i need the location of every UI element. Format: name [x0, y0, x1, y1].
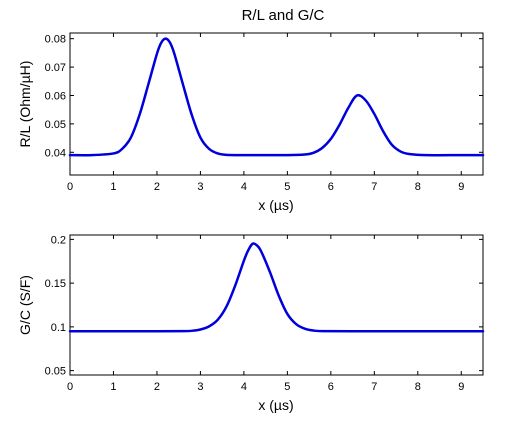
x-tick-label: 6 [328, 181, 334, 193]
x-tick-label: 0 [67, 381, 73, 393]
x-tick-label: 7 [371, 381, 377, 393]
series-line-rl [68, 37, 485, 157]
x-tick-label: 2 [154, 381, 160, 393]
x-tick-label: 7 [371, 181, 377, 193]
series-line-gc [68, 242, 485, 333]
y-tick-label: 0.15 [45, 278, 66, 290]
x-tick-label: 4 [241, 381, 247, 393]
y-tick-label: 0.05 [45, 366, 66, 378]
x-tick-label: 9 [458, 181, 464, 193]
x-tick-label: 8 [415, 181, 421, 193]
x-tick-label: 1 [110, 381, 116, 393]
x-tick-label: 3 [197, 181, 203, 193]
x-axis-label: x (µs) [258, 397, 293, 413]
plot-area-frame [69, 234, 484, 376]
x-tick-label: 9 [458, 381, 464, 393]
x-tick-label: 3 [197, 381, 203, 393]
subplot-gc: 0 1 2 3 4 5 6 7 8 9 0.05 0.1 0.15 0.2 x (µs) G/C (S/… [17, 234, 485, 413]
y-tick-label: 0.07 [45, 62, 66, 74]
x-axis-ticks: 0 1 2 3 4 5 6 7 8 9 [67, 33, 464, 193]
x-tick-label: 1 [110, 181, 116, 193]
y-tick-label: 0.08 [45, 34, 66, 46]
y-axis-ticks: 0.05 0.1 0.15 0.2 [45, 234, 483, 378]
y-axis-label: G/C (S/F) [17, 275, 33, 335]
chart-title: R/L and G/C [242, 7, 325, 24]
x-tick-label: 8 [415, 381, 421, 393]
x-tick-label: 0 [67, 181, 73, 193]
x-tick-label: 6 [328, 381, 334, 393]
x-tick-label: 4 [241, 181, 247, 193]
x-axis-ticks: 0 1 2 3 4 5 6 7 8 9 [67, 235, 464, 393]
y-tick-label: 0.06 [45, 90, 66, 102]
plot-area-frame [69, 32, 484, 176]
y-tick-label: 0.2 [51, 234, 66, 246]
x-axis-label: x (µs) [258, 197, 293, 213]
x-tick-label: 5 [284, 181, 290, 193]
y-axis-label: R/L (Ohm/µH) [17, 61, 33, 148]
x-tick-label: 2 [154, 181, 160, 193]
y-tick-label: 0.1 [51, 322, 66, 334]
y-axis-ticks: 0.04 0.05 0.06 0.07 0.08 [45, 34, 483, 159]
y-tick-label: 0.04 [45, 147, 66, 159]
y-tick-label: 0.05 [45, 119, 66, 131]
x-tick-label: 5 [284, 381, 290, 393]
